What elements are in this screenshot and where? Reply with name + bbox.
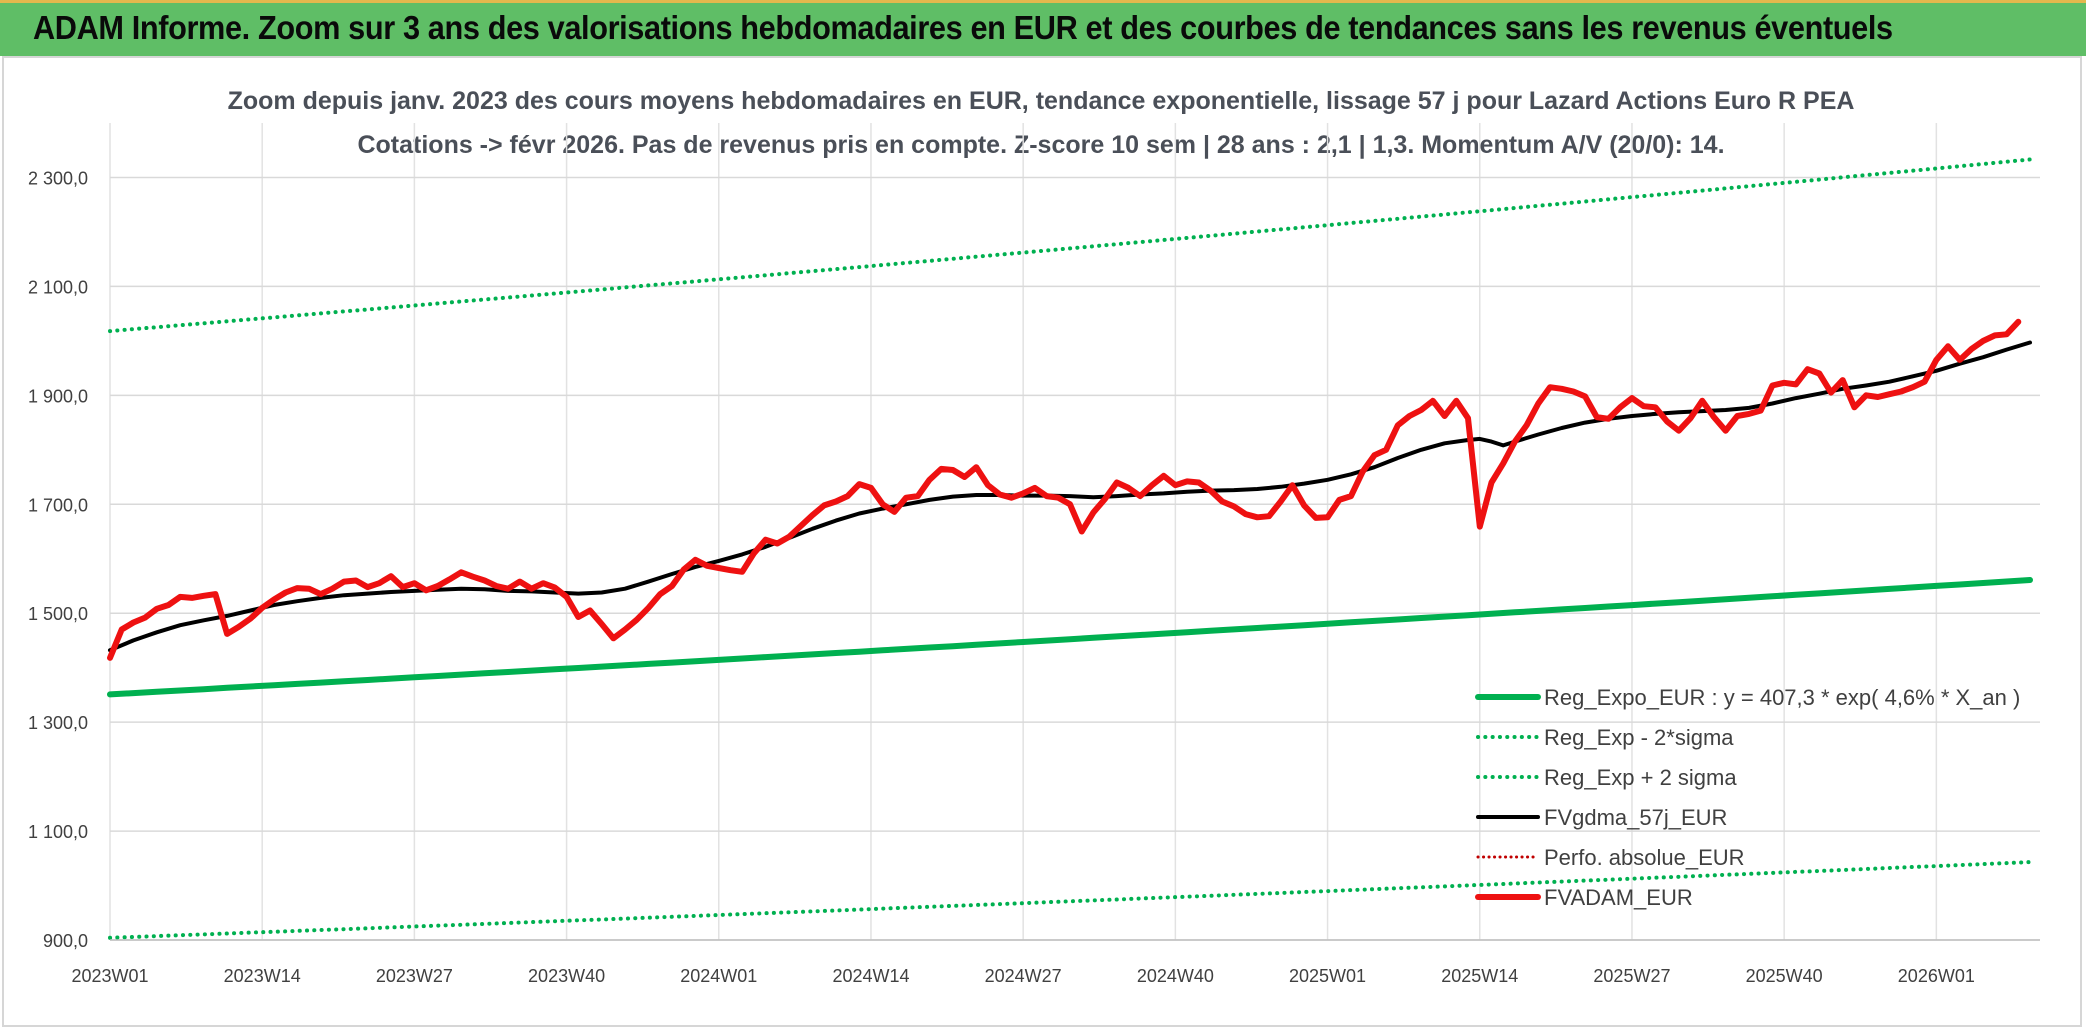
report-banner: ADAM Informe. Zoom sur 3 ans des valoris… <box>0 0 2086 56</box>
chart-title-line-1: Zoom depuis janv. 2023 des cours moyens … <box>228 87 1855 115</box>
series-line-fvadam <box>107 318 2022 661</box>
y-tick-label: 2 300,0 <box>28 168 88 188</box>
series-line-reg_minus <box>108 860 2032 940</box>
legend: Reg_Expo_EUR : y = 407,3 * exp( 4,6% * X… <box>1475 685 2020 910</box>
y-tick-label: 1 900,0 <box>28 386 88 406</box>
x-tick-label: 2023W14 <box>224 966 301 986</box>
y-tick-label: 1 300,0 <box>28 713 88 733</box>
x-tick-label: 2024W27 <box>985 966 1062 986</box>
x-tick-label: 2023W27 <box>376 966 453 986</box>
x-tick-label: 2024W01 <box>680 966 757 986</box>
chart-title-line-2: Cotations -> févr 2026. Pas de revenus p… <box>357 131 1724 159</box>
y-tick-label: 1 500,0 <box>28 604 88 624</box>
x-tick-label: 2024W40 <box>1137 966 1214 986</box>
y-tick-label: 900,0 <box>43 931 88 951</box>
report-title: ADAM Informe. Zoom sur 3 ans des valoris… <box>33 9 1893 46</box>
x-tick-label: 2025W01 <box>1289 966 1366 986</box>
y-tick-label: 2 100,0 <box>28 277 88 297</box>
legend-label-gdma: FVgdma_57j_EUR <box>1544 805 1727 830</box>
series-line-gdma <box>108 340 2032 653</box>
legend-label-reg_expo: Reg_Expo_EUR : y = 407,3 * exp( 4,6% * X… <box>1544 685 2020 710</box>
series-line-reg_expo <box>107 577 2033 698</box>
x-tick-label: 2023W01 <box>71 966 148 986</box>
x-tick-label: 2024W14 <box>832 966 909 986</box>
legend-label-perfo: Perfo. absolue_EUR <box>1544 845 1745 870</box>
x-tick-label: 2025W27 <box>1593 966 1670 986</box>
chart-frame <box>2 56 2082 1027</box>
axes: 2023W01 2023W14 2023W27 2023W40 2024W01 2024W… <box>28 168 2040 986</box>
legend-label-reg_plus: Reg_Exp + 2 sigma <box>1544 765 1737 790</box>
legend-label-fvadam: FVADAM_EUR <box>1544 885 1693 910</box>
y-tick-label: 1 700,0 <box>28 495 88 515</box>
x-tick-label: 2023W40 <box>528 966 605 986</box>
grid <box>109 123 2040 941</box>
y-tick-label: 1 100,0 <box>28 822 88 842</box>
x-tick-label: 2025W40 <box>1746 966 1823 986</box>
legend-label-reg_minus: Reg_Exp - 2*sigma <box>1544 725 1734 750</box>
plot-area <box>107 157 2033 940</box>
x-tick-label: 2026W01 <box>1898 966 1975 986</box>
x-tick-label: 2025W14 <box>1441 966 1518 986</box>
series-line-reg_plus <box>108 157 2032 334</box>
